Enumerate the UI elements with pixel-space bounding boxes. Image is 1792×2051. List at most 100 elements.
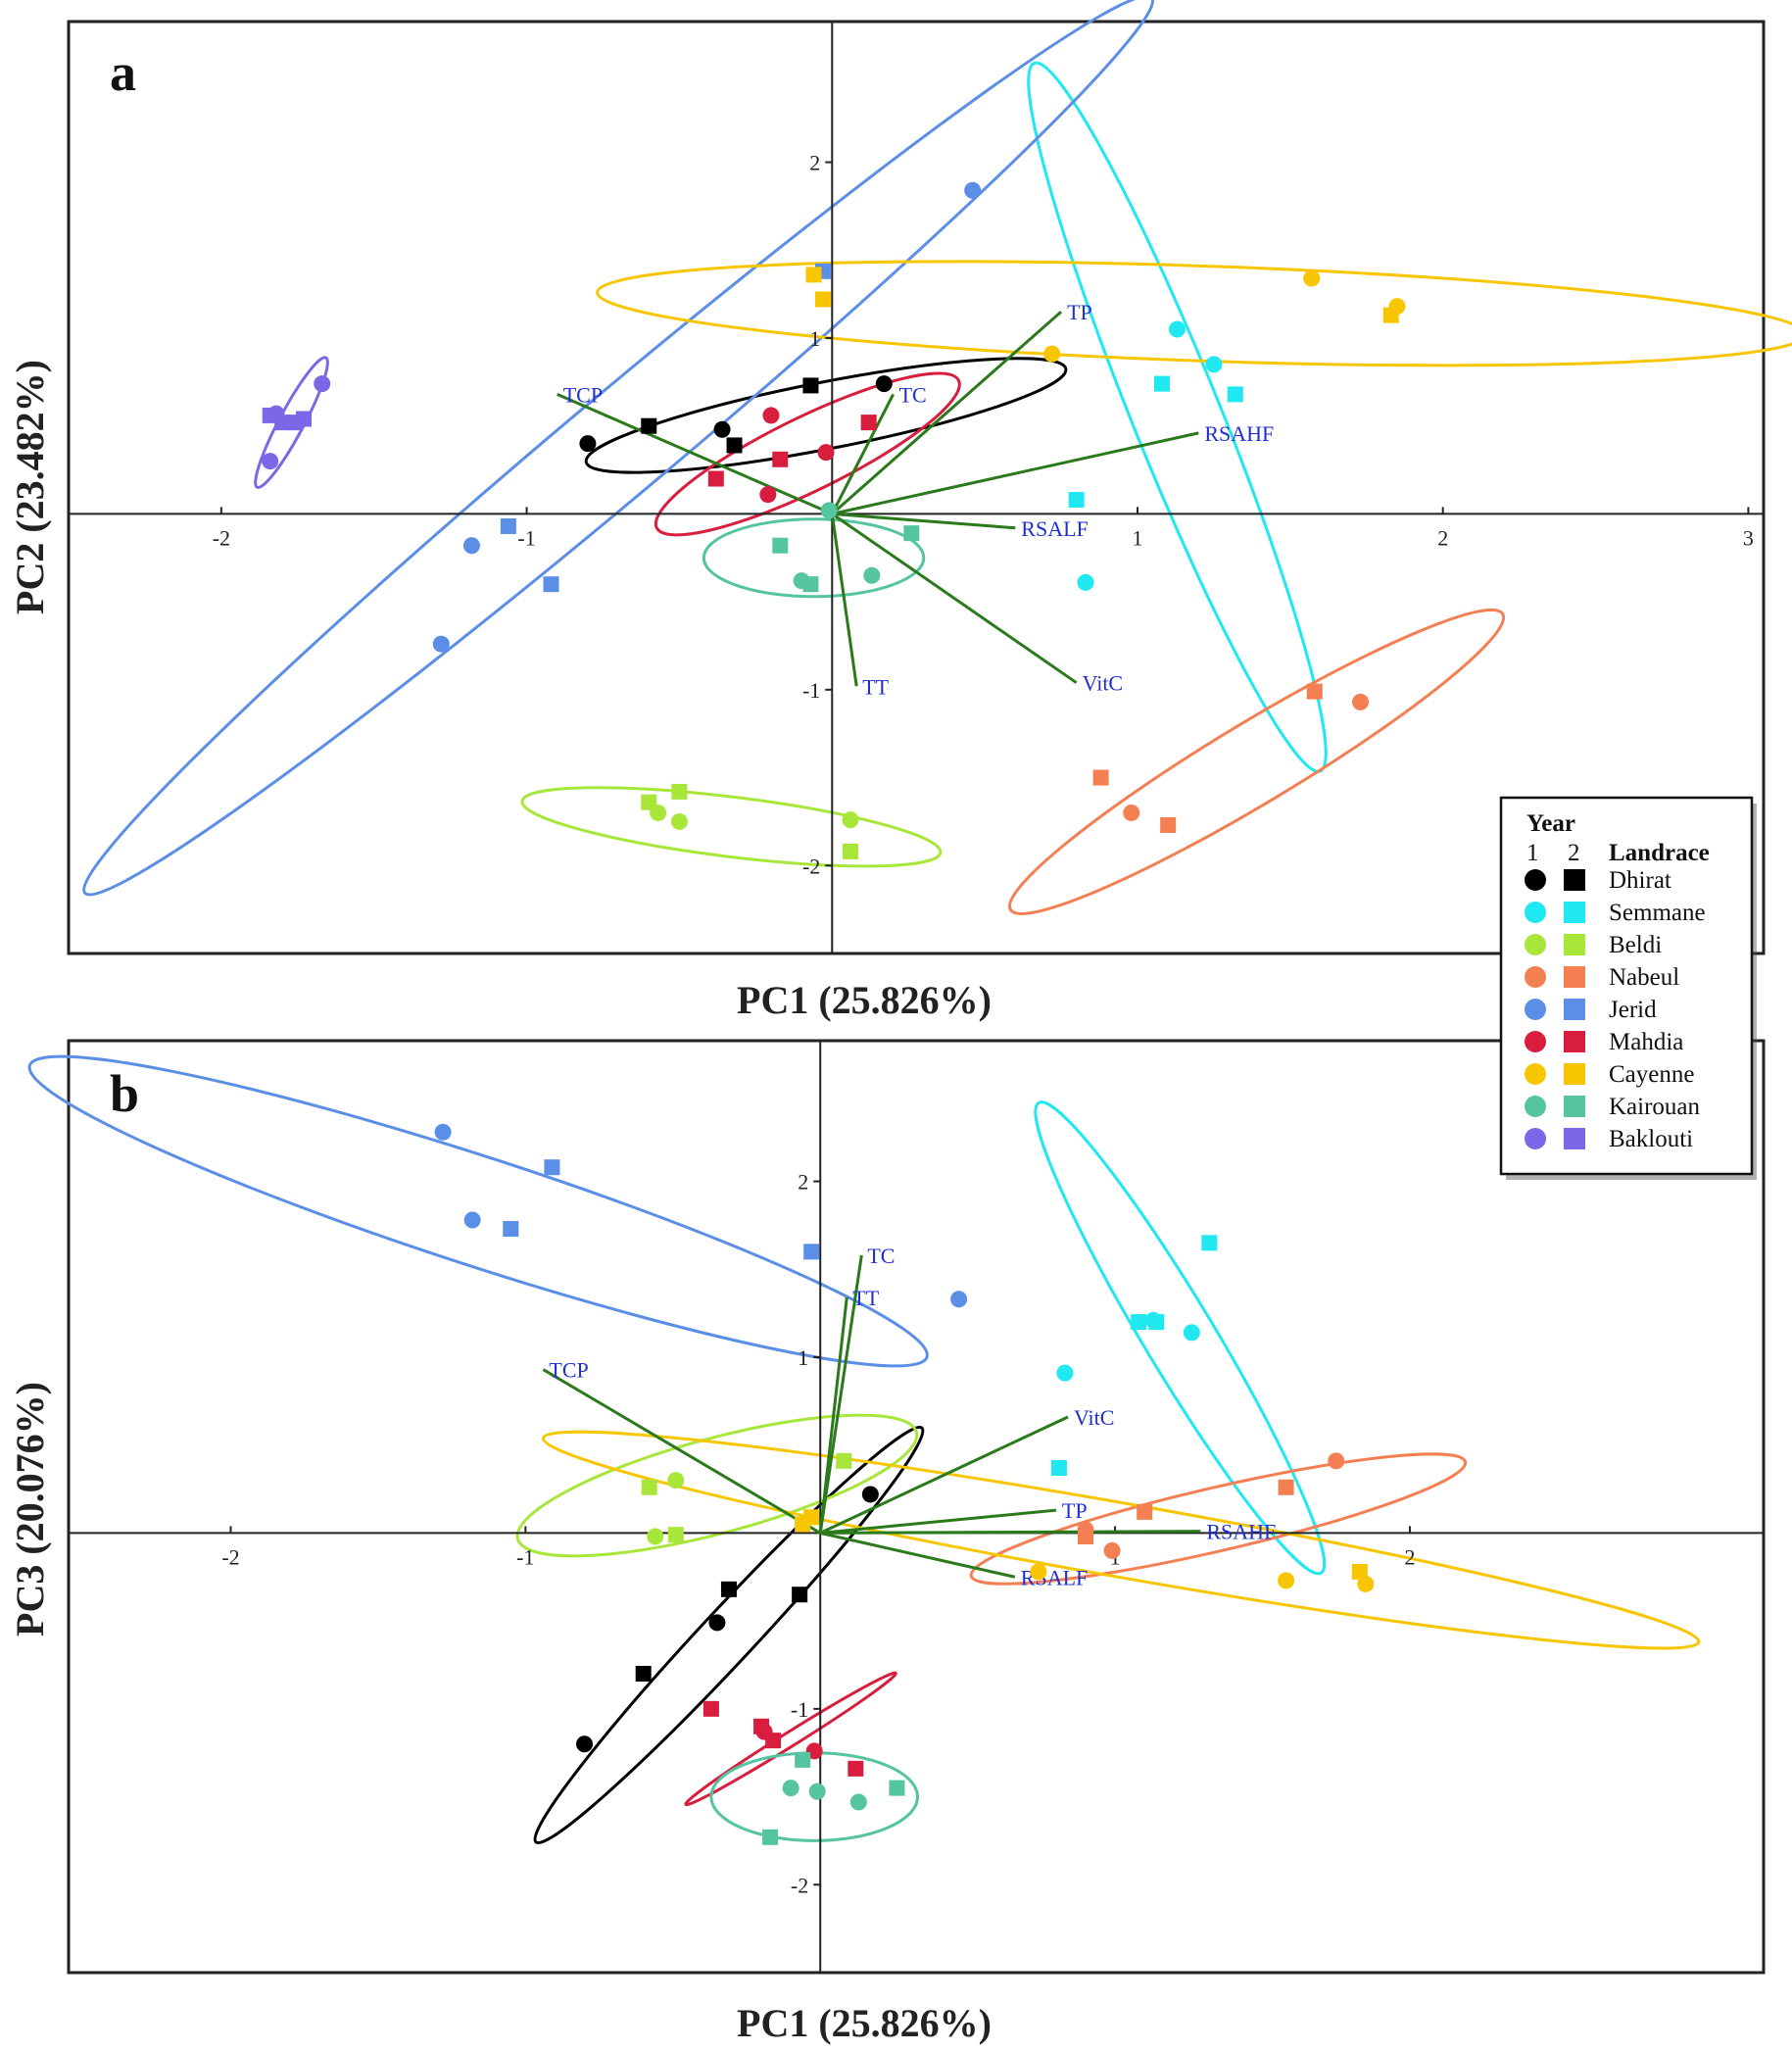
ellipse-semmane	[1027, 61, 1328, 773]
x-tick-label: 3	[1743, 525, 1754, 550]
panel-a-points	[262, 181, 1406, 859]
point-beldi-year2	[641, 794, 657, 810]
point-jerid-year1	[434, 1123, 452, 1141]
legend-marker-year2-cayenne	[1564, 1063, 1585, 1085]
point-cayenne-year1	[1357, 1575, 1375, 1592]
legend-marker-year2-kairouan	[1564, 1096, 1585, 1117]
loading-label-tt: TT	[852, 1286, 879, 1310]
x-tick-label: -1	[517, 525, 535, 550]
x-tick-label: -2	[213, 525, 230, 550]
point-beldi-year1	[842, 811, 859, 829]
point-beldi-year1	[647, 1528, 664, 1545]
ellipse-beldi	[515, 1413, 919, 1558]
point-beldi-year2	[671, 783, 688, 800]
loading-label-tt: TT	[862, 674, 889, 699]
loading-vector-tcp	[557, 393, 833, 515]
point-dhirat-year1	[579, 435, 597, 453]
point-semmane-year1	[1056, 1364, 1074, 1382]
y-tick-label: 1	[798, 1345, 808, 1370]
point-kairouan-year1	[820, 502, 838, 519]
legend-marker-year2-nabeul	[1564, 966, 1585, 988]
point-nabeul-year1	[1352, 693, 1370, 710]
loading-vector-vitc	[819, 1415, 1069, 1535]
point-semmane-year2	[1050, 1460, 1067, 1477]
ellipse-dhirat	[584, 357, 1068, 474]
y-tick-label: 2	[809, 151, 820, 175]
ellipse-cayenne	[596, 260, 1792, 367]
ellipse-dhirat	[533, 1425, 925, 1845]
point-baklouti-year1	[267, 405, 285, 422]
ellipse-kairouan	[702, 517, 926, 599]
point-jerid-year1	[462, 537, 480, 555]
legend-year-2: 2	[1568, 840, 1580, 866]
loading-label-rsahf: RSAHF	[1206, 1520, 1276, 1544]
point-semmane-year2	[1153, 375, 1170, 392]
point-semmane-year2	[1068, 492, 1085, 509]
legend-marker-year2-baklouti	[1564, 1128, 1585, 1149]
loading-label-vitc: VitC	[1083, 671, 1123, 696]
point-jerid-year2	[503, 1220, 519, 1237]
point-nabeul-year2	[1092, 769, 1109, 786]
loading-vector-rsahf	[831, 431, 1199, 515]
point-baklouti-year2	[296, 411, 313, 427]
x-tick-label: 2	[1404, 1544, 1415, 1569]
point-jerid-year1	[463, 1211, 481, 1229]
y-tick-label: -2	[802, 854, 820, 878]
loading-label-rsalf: RSALF	[1021, 516, 1088, 541]
legend-landrace-title: Landrace	[1609, 840, 1710, 866]
point-nabeul-year2	[1078, 1529, 1093, 1545]
point-semmane-year1	[1169, 320, 1187, 338]
point-jerid-year2	[544, 1159, 560, 1176]
point-beldi-year1	[670, 812, 688, 830]
point-kairouan-year1	[782, 1780, 799, 1797]
panel-a-axes: -2 -1 1 2 3 -2 -1 1 2	[69, 22, 1764, 953]
point-kairouan-year2	[762, 1829, 779, 1845]
loading-vector-tt	[830, 513, 858, 687]
legend-label-jerid: Jerid	[1609, 997, 1657, 1023]
x-tick-label: 2	[1437, 525, 1448, 550]
legend-label-dhirat: Dhirat	[1609, 867, 1671, 894]
loading-label-tp: TP	[1062, 1498, 1088, 1523]
legend-label-nabeul: Nabeul	[1609, 964, 1679, 991]
legend-marker-year1-mahdia	[1525, 1031, 1546, 1052]
loading-vector-rsalf	[832, 512, 1016, 530]
point-mahdia-year2	[702, 1700, 719, 1717]
point-semmane-year2	[1201, 1235, 1218, 1251]
point-semmane-year1	[1205, 356, 1223, 373]
point-baklouti-year1	[262, 453, 279, 470]
point-mahdia-year2	[848, 1760, 864, 1777]
point-jerid-year2	[543, 576, 559, 593]
legend-marker-year2-beldi	[1564, 934, 1585, 955]
point-jerid-year1	[964, 181, 982, 199]
point-dhirat-year2	[720, 1581, 737, 1597]
loading-vector-rsahf	[820, 1530, 1201, 1535]
x-tick-label: 1	[1132, 525, 1142, 550]
point-cayenne-year1	[1303, 269, 1321, 287]
point-cayenne-year2	[1382, 307, 1399, 323]
point-nabeul-year2	[1278, 1479, 1294, 1495]
point-baklouti-year1	[314, 375, 331, 393]
point-nabeul-year2	[1306, 683, 1323, 700]
point-jerid-year1	[432, 635, 450, 653]
point-mahdia-year1	[759, 486, 777, 504]
panel-b-points	[434, 1123, 1375, 1845]
y-tick-label: -2	[791, 1873, 808, 1897]
ellipse-jerid	[27, 1054, 929, 1368]
loading-vector-tcp	[542, 1368, 821, 1535]
legend-label-kairouan: Kairouan	[1609, 1094, 1701, 1120]
panel-b-x-axis-title: PC1 (25.826%)	[737, 2001, 992, 2045]
loading-vector-vitc	[831, 513, 1078, 684]
loading-label-vitc: VitC	[1074, 1405, 1114, 1430]
point-beldi-year2	[836, 1452, 852, 1469]
point-dhirat-year1	[861, 1486, 879, 1503]
x-tick-label: -2	[221, 1544, 239, 1569]
loading-label-rsahf: RSAHF	[1204, 421, 1274, 446]
legend-year-title: Year	[1526, 810, 1575, 837]
point-mahdia-year1	[762, 407, 780, 424]
point-beldi-year2	[667, 1527, 684, 1543]
point-dhirat-year1	[708, 1614, 726, 1632]
point-mahdia-year2	[860, 415, 877, 431]
